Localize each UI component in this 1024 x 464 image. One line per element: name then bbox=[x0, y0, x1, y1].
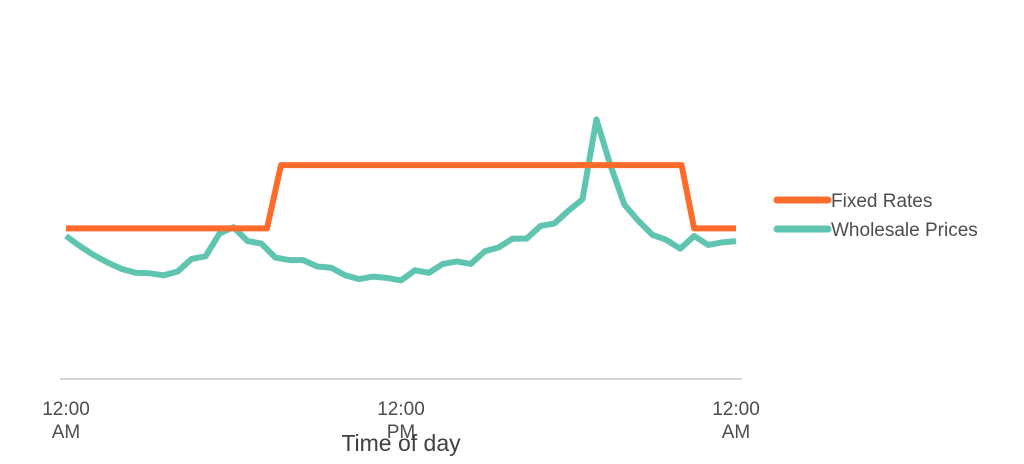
x-tick-label: 12:00 bbox=[377, 399, 425, 420]
x-tick-label: AM bbox=[52, 422, 81, 443]
x-axis-title: Time of day bbox=[341, 430, 461, 456]
series-line-fixed-rates bbox=[66, 162, 736, 232]
x-tick-label: PM bbox=[387, 422, 416, 443]
legend-label: Fixed Rates bbox=[831, 191, 932, 212]
x-tick-label: 12:00 bbox=[712, 399, 760, 420]
x-tick-label: AM bbox=[722, 422, 751, 443]
legend-label: Wholesale Prices bbox=[831, 220, 978, 241]
series-line-wholesale-prices bbox=[64, 116, 737, 284]
x-tick-label: 12:00 bbox=[42, 399, 90, 420]
series-lines bbox=[64, 116, 737, 284]
legend: Fixed Rates Wholesale Prices bbox=[773, 191, 978, 241]
